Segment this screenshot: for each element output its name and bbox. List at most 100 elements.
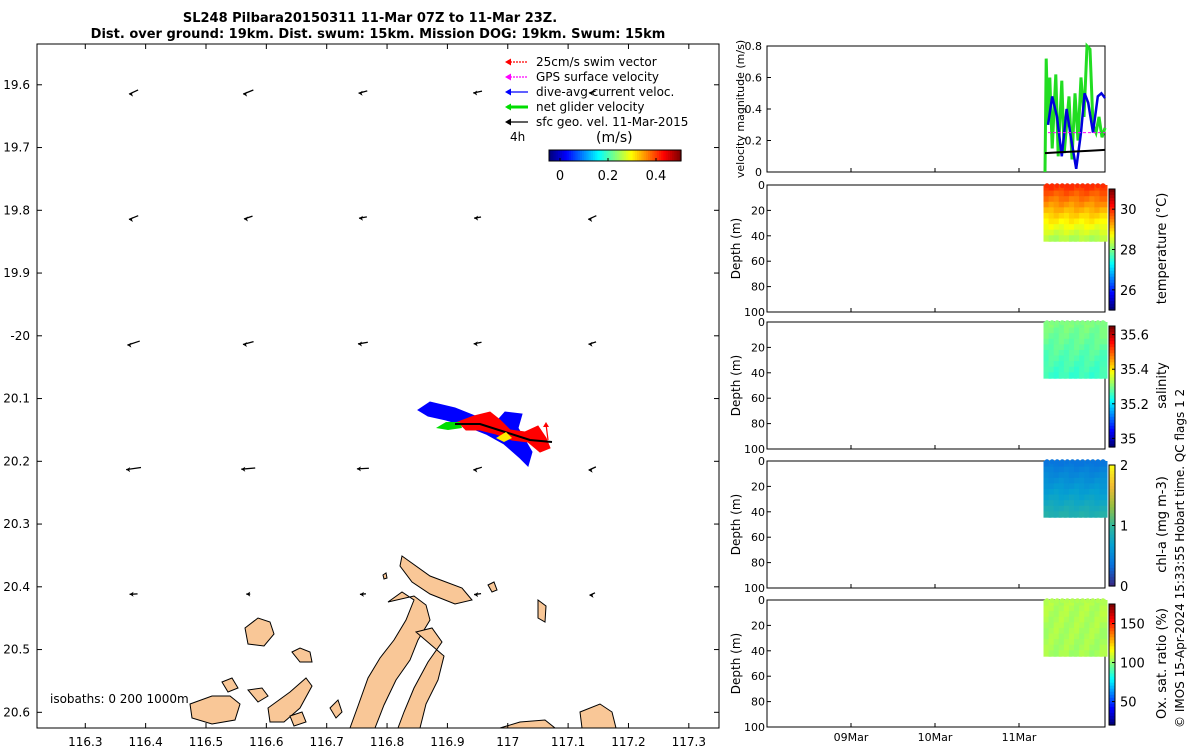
cbar-cell [1109, 249, 1115, 254]
cbar-tick-label: 35.2 [1120, 398, 1149, 413]
profile-cell [1099, 505, 1108, 513]
colorbar-cell [608, 150, 612, 161]
y-tick-label: 20.1 [3, 392, 30, 406]
profile-cell [1058, 212, 1067, 220]
colorbar-cell [621, 150, 625, 161]
profile-cell [1094, 611, 1103, 618]
cbar-cell [1109, 344, 1115, 348]
profile-cell [1058, 355, 1067, 362]
profile-cell [1048, 639, 1057, 646]
profile-cell [1089, 622, 1098, 629]
profile-cell [1089, 207, 1098, 214]
section-panel-2: 0 20 40 60 80 100 Depth (m) 0 1 2 chl-a (mg m-3) [729, 455, 1170, 595]
y-tick-label: 20.4 [3, 580, 30, 594]
profile-cell [1058, 201, 1067, 209]
profile-cell [1068, 511, 1077, 518]
profile-cell [1058, 483, 1067, 490]
profile-top-dot [1049, 183, 1055, 189]
legend-item-dive_avg: dive-avg current veloc. [505, 85, 674, 99]
profile-cell [1074, 483, 1083, 490]
colorbar-frame [548, 149, 682, 162]
profile-top-dot [1044, 320, 1050, 326]
profile-top-dot [1054, 183, 1060, 189]
profile-cell [1079, 196, 1088, 203]
profile-cell [1058, 466, 1067, 473]
profile-cell [1043, 639, 1052, 646]
profile-cell [1068, 190, 1077, 197]
colorbar-cell [560, 150, 563, 161]
profile-cell [1084, 644, 1093, 652]
profile-top-dot [1064, 598, 1070, 604]
cbar-cell [1109, 480, 1115, 484]
cbar-tick-label: 30 [1120, 203, 1137, 218]
colorbar-cell [566, 150, 570, 161]
cbar-cell [1109, 392, 1115, 397]
profile-cell [1068, 488, 1077, 496]
profile-top-dot [1064, 320, 1070, 326]
cbar-cell [1109, 213, 1115, 217]
cbar-cell [1109, 395, 1115, 400]
profile-cell [1079, 500, 1088, 507]
profile-cell [1048, 333, 1057, 340]
profile-cell [1084, 472, 1093, 479]
profile-cell [1079, 472, 1088, 479]
y-tick-label: 19.9 [3, 266, 30, 280]
legend-item-swim: 25cm/s swim vector [505, 55, 657, 69]
surface-arrow [358, 90, 368, 96]
profile-cell [1053, 627, 1062, 635]
profile-cell [1058, 372, 1067, 379]
cbar-cell [1109, 434, 1115, 439]
profile-cell [1053, 633, 1062, 640]
profile-cell [1063, 207, 1072, 214]
profile-cell [1094, 229, 1103, 237]
depth-tick-label: 40 [751, 506, 765, 519]
profile-cell [1089, 361, 1098, 368]
cbar-cell [1109, 555, 1115, 560]
profile-cell [1043, 483, 1052, 490]
cbar-tick-label: 35.6 [1120, 329, 1149, 344]
profile-cell [1099, 372, 1108, 379]
profile-cell [1068, 361, 1077, 368]
profile-cell [1053, 361, 1062, 368]
profile-cell [1043, 355, 1052, 362]
colorbar-cell [630, 150, 634, 161]
cbar-cell [1109, 252, 1115, 257]
profile-cell [1063, 511, 1072, 518]
profile-cell [1099, 511, 1108, 518]
colorbar-cell [639, 150, 642, 161]
profile-cell [1099, 196, 1108, 203]
profile-cell [1079, 327, 1088, 334]
cbar-cell [1109, 243, 1115, 248]
profile-cell [1043, 650, 1052, 657]
cbar-label: Ox. sat. ratio (%) [1155, 608, 1170, 719]
cbar-cell [1109, 210, 1115, 214]
profile-cell [1099, 611, 1108, 618]
profile-top-dot [1054, 598, 1060, 604]
profile-cell [1074, 196, 1083, 203]
profile-cell [1043, 633, 1052, 640]
y-tick-label: 20.6 [3, 705, 30, 719]
cbar-cell [1109, 619, 1115, 623]
profile-cell [1068, 494, 1077, 501]
profile-cell [1099, 616, 1108, 624]
profile-cell [1079, 483, 1088, 490]
profile-cell [1094, 333, 1103, 340]
cbar-cell [1109, 195, 1115, 199]
profile-cell [1063, 196, 1072, 203]
surface-arrow [243, 215, 253, 222]
profile-cell [1074, 505, 1083, 513]
profile-cell [1048, 483, 1057, 490]
profile-cell [1089, 644, 1098, 652]
profile-cell [1063, 633, 1072, 640]
profile-cell [1094, 616, 1103, 624]
cbar-cell [1109, 465, 1115, 469]
profile-cell [1099, 349, 1108, 357]
profile-cell [1048, 361, 1057, 368]
profile-cell [1089, 627, 1098, 635]
profile-cell [1048, 196, 1057, 203]
profile-cell [1053, 207, 1062, 214]
profile-cell [1084, 349, 1093, 357]
profile-cell [1084, 229, 1093, 237]
profile-cell [1068, 500, 1077, 507]
profile-top-dot [1075, 598, 1081, 604]
